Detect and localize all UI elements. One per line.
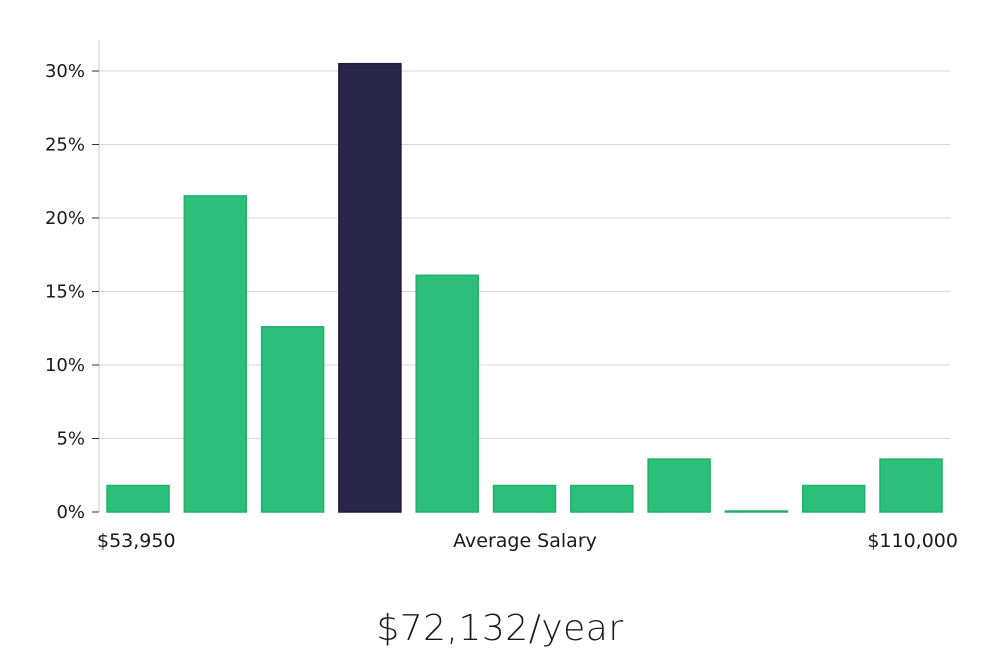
x-max-label: $110,000 <box>867 530 958 552</box>
salary-histogram: 0% 5% 10% 15% 20% 25% 30% $53,950 Average Sala… <box>45 40 958 552</box>
bar <box>647 458 711 513</box>
y-tick-label: 0% <box>56 502 85 523</box>
y-tick-label: 15% <box>45 282 85 303</box>
bar <box>415 274 479 513</box>
y-tick-label: 30% <box>45 61 85 82</box>
y-tick-label: 25% <box>45 135 85 156</box>
bar <box>492 484 557 513</box>
y-tick-label: 10% <box>45 355 85 376</box>
bar <box>570 484 634 513</box>
bar <box>724 510 789 513</box>
y-tick-label: 5% <box>56 429 85 450</box>
bar <box>260 326 325 513</box>
y-axis-ticks: 0% 5% 10% 15% 20% 25% 30% <box>45 61 99 523</box>
bar <box>879 458 943 513</box>
y-tick-label: 20% <box>45 208 85 229</box>
bars <box>106 62 943 513</box>
x-min-label: $53,950 <box>97 530 176 552</box>
average-salary-value: $72,132/year <box>376 608 624 649</box>
bar <box>183 195 248 513</box>
bar <box>106 484 170 513</box>
x-axis-label: Average Salary <box>453 530 597 552</box>
bar-highlighted <box>338 62 402 513</box>
bar <box>801 484 866 513</box>
